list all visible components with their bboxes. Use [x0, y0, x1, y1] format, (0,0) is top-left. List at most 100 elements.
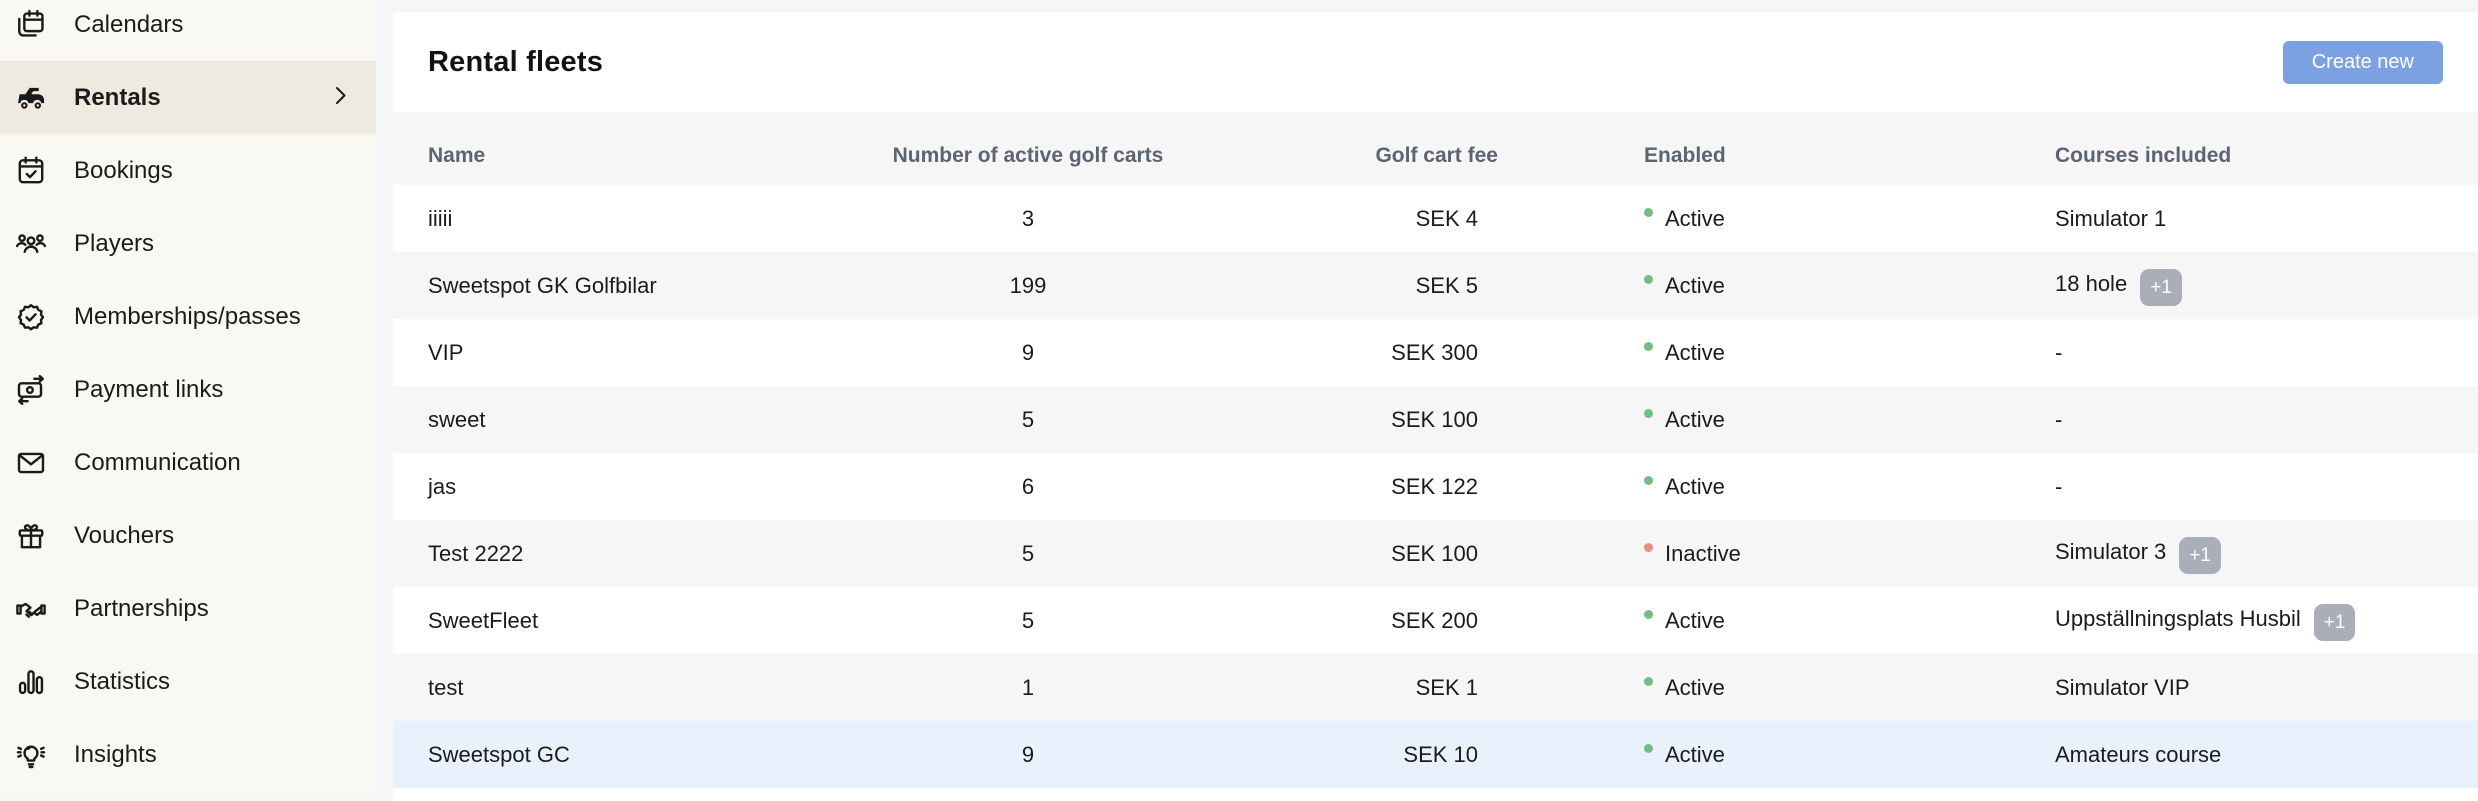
sidebar-list: Calendars Rentals Bookings [0, 0, 376, 791]
calendar-check-icon [15, 155, 47, 187]
carts-cell: 6 [1021, 473, 1035, 499]
status-label: Inactive [1665, 540, 1741, 566]
courses-label: Amateurs course [2055, 741, 2222, 767]
envelope-icon [15, 447, 47, 479]
status-dot-icon [1644, 676, 1653, 686]
partial-next-row [393, 788, 2478, 801]
status-label: Active [1665, 674, 1725, 700]
column-header-carts: Number of active golf carts [892, 143, 1164, 167]
fee-cell: SEK 10 [1403, 741, 1478, 767]
column-header-name: Name [428, 143, 486, 167]
column-header-fee: Golf cart fee [1375, 143, 1498, 167]
courses-cell: Simulator 1 [2055, 206, 2478, 232]
carts-cell: 199 [1009, 272, 1047, 298]
page-title: Rental fleets [428, 45, 604, 78]
courses-cell: - [2055, 407, 2478, 433]
courses-label: - [2055, 406, 2063, 432]
status-label: Active [1665, 741, 1725, 767]
courses-cell: 18 hole +1 [2055, 267, 2478, 306]
courses-cell: - [2055, 474, 2478, 500]
fleet-name-cell: Sweetspot GK Golfbilar [428, 272, 657, 298]
fleet-name-cell: SweetFleet [428, 607, 539, 633]
status-label: Active [1665, 473, 1725, 499]
page-header: Rental fleets Create new [393, 12, 2478, 112]
more-courses-badge[interactable]: +1 [2140, 269, 2182, 306]
players-icon [15, 228, 47, 260]
sidebar-item-label: Bookings [74, 156, 173, 184]
status-label: Active [1665, 607, 1725, 633]
badge-check-icon [15, 301, 47, 333]
lightbulb-icon [15, 739, 47, 771]
courses-label: - [2055, 473, 2063, 499]
status-dot-icon [1644, 609, 1653, 619]
calendars-icon [15, 9, 47, 41]
fee-cell: SEK 100 [1391, 540, 1478, 566]
sidebar-item-label: Insights [74, 740, 157, 768]
sidebar-item-label: Statistics [74, 667, 171, 695]
fleet-name-cell: VIP [428, 339, 464, 365]
courses-label: - [2055, 339, 2063, 365]
table-row[interactable]: SweetFleet 5 SEK 200 Active Uppställning… [393, 587, 2478, 654]
sidebar-item-partnerships[interactable]: Partnerships [0, 572, 376, 645]
sidebar-item-vouchers[interactable]: Vouchers [0, 499, 376, 572]
courses-label: 18 hole [2055, 271, 2128, 296]
sidebar-item-statistics[interactable]: Statistics [0, 645, 376, 718]
status-cell: Active [1498, 675, 2055, 701]
fee-cell: SEK 300 [1391, 339, 1478, 365]
fee-cell: SEK 122 [1391, 473, 1478, 499]
sidebar-item-label: Partnerships [74, 594, 209, 622]
golf-cart-icon [15, 82, 47, 114]
create-new-button[interactable]: Create new [2282, 40, 2443, 84]
sidebar-item-label: Calendars [74, 10, 184, 38]
more-courses-badge[interactable]: +1 [2179, 537, 2221, 574]
fleet-name-cell: Test 2222 [428, 540, 524, 566]
sidebar-item-bookings[interactable]: Bookings [0, 134, 376, 207]
courses-cell: Simulator 3 +1 [2055, 535, 2478, 574]
bar-chart-icon [15, 666, 47, 698]
fee-cell: SEK 100 [1391, 406, 1478, 432]
status-label: Active [1665, 205, 1725, 231]
sidebar: Calendars Rentals Bookings [0, 0, 376, 798]
courses-cell: Uppställningsplats Husbil +1 [2055, 602, 2478, 641]
fleet-name-cell: test [428, 674, 464, 700]
sidebar-item-memberships[interactable]: Memberships/passes [0, 280, 376, 353]
table-row[interactable]: sweet 5 SEK 100 Active - [393, 386, 2478, 453]
fee-cell: SEK 5 [1415, 272, 1478, 298]
column-header-courses: Courses included [2055, 143, 2232, 167]
status-dot-icon [1644, 542, 1653, 552]
status-dot-icon [1644, 408, 1653, 418]
table-row[interactable]: jas 6 SEK 122 Active - [393, 453, 2478, 520]
sidebar-item-insights[interactable]: Insights [0, 718, 376, 791]
table-row[interactable]: VIP 9 SEK 300 Active - [393, 319, 2478, 386]
sidebar-item-payment-links[interactable]: Payment links [0, 353, 376, 426]
carts-cell: 5 [1021, 607, 1035, 633]
table-row[interactable]: Sweetspot GK Golfbilar 199 SEK 5 Active … [393, 252, 2478, 319]
sidebar-item-players[interactable]: Players [0, 207, 376, 280]
main-content: Rental fleets Create new Name Number of … [393, 0, 2478, 801]
table-row[interactable]: Sweetspot GC 9 SEK 10 Active Amateurs co… [393, 721, 2478, 788]
carts-cell: 5 [1021, 406, 1035, 432]
status-dot-icon [1644, 341, 1653, 351]
table-header-row: Name Number of active golf carts Golf ca… [393, 112, 2478, 185]
status-cell: Active [1498, 273, 2055, 299]
table-row[interactable]: Test 2222 5 SEK 100 Inactive Simulator 3… [393, 520, 2478, 587]
fleet-name-cell: jas [428, 473, 457, 499]
carts-cell: 3 [1021, 205, 1035, 231]
courses-cell: Amateurs course [2055, 742, 2478, 768]
sidebar-item-communication[interactable]: Communication [0, 426, 376, 499]
carts-cell: 9 [1021, 741, 1035, 767]
courses-label: Uppställningsplats Husbil [2055, 606, 2301, 631]
sidebar-item-calendars[interactable]: Calendars [0, 0, 376, 61]
fleet-name-cell: Sweetspot GC [428, 741, 570, 767]
courses-cell: - [2055, 340, 2478, 366]
fee-cell: SEK 1 [1415, 674, 1478, 700]
sidebar-item-label: Communication [74, 448, 241, 476]
status-cell: Active [1498, 608, 2055, 634]
sidebar-item-label: Payment links [74, 375, 224, 403]
more-courses-badge[interactable]: +1 [2313, 604, 2356, 641]
table-row[interactable]: iiiii 3 SEK 4 Active Simulator 1 [393, 185, 2478, 252]
status-dot-icon [1644, 475, 1653, 485]
fleet-name-cell: sweet [428, 406, 486, 432]
table-row[interactable]: test 1 SEK 1 Active Simulator VIP [393, 654, 2478, 721]
sidebar-item-rentals[interactable]: Rentals [0, 61, 376, 134]
